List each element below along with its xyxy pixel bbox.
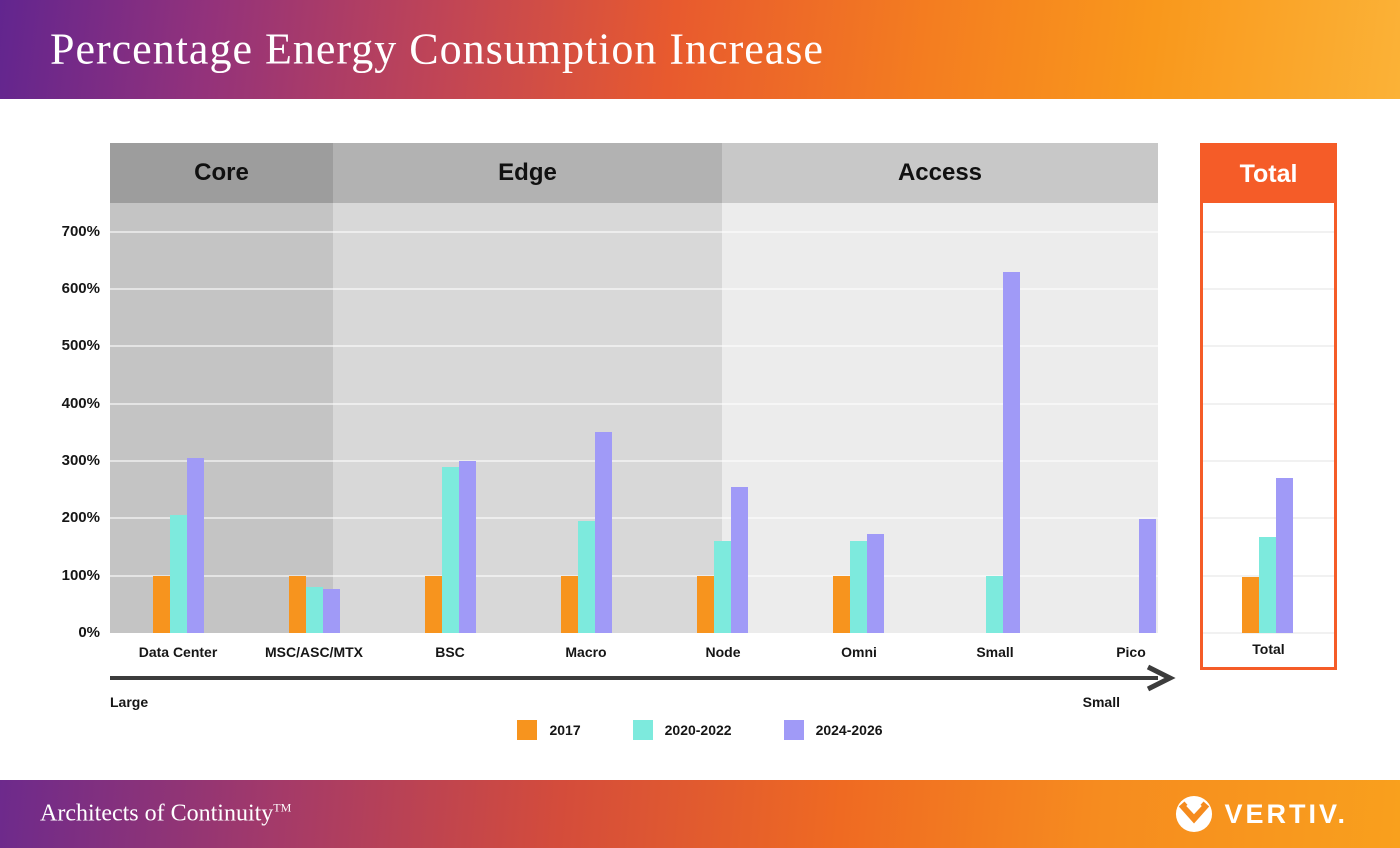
legend-item-2020-2022: 2020-2022 xyxy=(632,720,732,740)
x-label-bsc: BSC xyxy=(435,644,465,660)
gridline xyxy=(1203,517,1334,520)
vertiv-circle-v-icon xyxy=(1176,795,1213,833)
gridline xyxy=(110,345,1158,348)
x-label-node: Node xyxy=(705,644,741,660)
gridline xyxy=(1203,402,1334,405)
y-tick-label: 0% xyxy=(78,624,100,641)
tagline-text: Architects of Continuity xyxy=(40,800,274,827)
section-header-access: Access xyxy=(722,143,1158,203)
x-label-data-center: Data Center xyxy=(138,644,218,660)
x-label-small: Small xyxy=(976,644,1014,660)
gridline xyxy=(110,460,1158,462)
vertiv-logo: VERTIV. xyxy=(1175,795,1348,833)
legend-item-2017: 2017 xyxy=(517,720,581,740)
gridline xyxy=(1203,345,1334,348)
bar-2024-2026-data-center xyxy=(187,458,204,633)
gridline xyxy=(1203,460,1334,462)
total-box-header: Total xyxy=(1203,146,1334,203)
bar-2020-2022-node xyxy=(714,541,731,633)
gridline xyxy=(1203,288,1334,290)
section-backgrounds xyxy=(110,203,1158,633)
y-tick-label: 600% xyxy=(61,280,100,297)
plot-area xyxy=(110,203,1158,633)
vertiv-wordmark: VERTIV. xyxy=(1224,798,1348,829)
bar-2017-omni xyxy=(833,576,850,633)
legend: 2017 2020-2022 2024-2026 xyxy=(0,720,1400,740)
bar-2020-2022-omni xyxy=(850,541,867,633)
legend-item-2024-2026: 2024-2026 xyxy=(783,720,883,740)
bar-2024-2026-small xyxy=(1003,272,1020,633)
bottom-banner: Architects of ContinuityTM VERTIV. xyxy=(0,780,1400,848)
bar-2017-bsc xyxy=(425,576,442,633)
legend-swatch-2020-2022 xyxy=(632,720,653,740)
legend-swatch-2024-2026 xyxy=(783,720,804,740)
x-label-pico: Pico xyxy=(1116,644,1146,660)
x-label-macro: Macro xyxy=(565,644,607,660)
top-banner: Percentage Energy Consumption Increase xyxy=(0,0,1400,99)
bar-2024-2026-total xyxy=(1276,478,1293,633)
tagline: Architects of ContinuityTM xyxy=(40,801,291,828)
section-header-core: Core xyxy=(110,143,333,203)
y-tick-label: 300% xyxy=(61,452,100,469)
gridline xyxy=(1203,230,1334,233)
gridline xyxy=(110,517,1158,520)
bar-2020-2022-small xyxy=(986,576,1003,633)
legend-swatch-2017 xyxy=(517,720,538,740)
x-label-total: Total xyxy=(1252,641,1285,657)
x-label-omni: Omni xyxy=(841,644,877,660)
bar-2017-data-center xyxy=(153,576,170,633)
y-tick-label: 700% xyxy=(61,222,100,240)
page-title: Percentage Energy Consumption Increase xyxy=(50,23,824,73)
bar-2020-2022-total xyxy=(1259,537,1276,633)
bar-2024-2026-macro xyxy=(595,432,612,633)
bar-2020-2022-macro xyxy=(578,521,595,633)
gridline xyxy=(110,230,1158,233)
bar-2017-macro xyxy=(561,576,578,633)
section-header-row: Core Edge Access xyxy=(110,143,1158,203)
total-box: Total Total xyxy=(1200,143,1337,670)
bar-2024-2026-node xyxy=(731,487,748,633)
bar-2017-msc-asc-mtx xyxy=(289,576,306,633)
legend-label-2020-2022: 2020-2022 xyxy=(664,722,732,738)
gridline xyxy=(110,288,1158,290)
bar-2024-2026-bsc xyxy=(459,461,476,633)
legend-label-2024-2026: 2024-2026 xyxy=(815,722,883,738)
legend-label-2017: 2017 xyxy=(549,722,581,738)
bar-2020-2022-msc-asc-mtx xyxy=(306,587,323,633)
x-label-msc-asc-mtx: MSC/ASC/MTX xyxy=(265,644,363,660)
gridline xyxy=(110,402,1158,405)
size-label-large: Large xyxy=(110,694,149,710)
bar-2017-node xyxy=(697,576,714,633)
y-tick-label: 400% xyxy=(61,394,100,412)
gridline xyxy=(110,574,1158,577)
y-tick-label: 100% xyxy=(61,566,100,584)
section-bg-edge xyxy=(333,203,722,633)
gridline xyxy=(1203,632,1334,634)
tagline-trademark: TM xyxy=(273,800,292,815)
bar-2024-2026-pico xyxy=(1139,519,1156,633)
section-header-edge: Edge xyxy=(333,143,722,203)
section-bg-access xyxy=(722,203,1158,633)
bar-2020-2022-data-center xyxy=(170,515,187,633)
bar-2024-2026-msc-asc-mtx xyxy=(323,589,340,633)
bar-2020-2022-bsc xyxy=(442,467,459,633)
bar-2017-total xyxy=(1242,577,1259,633)
size-axis-arrow xyxy=(110,664,1176,692)
size-label-small: Small xyxy=(1082,694,1120,710)
y-tick-label: 200% xyxy=(61,509,100,527)
y-tick-label: 500% xyxy=(61,337,100,355)
bar-2024-2026-omni xyxy=(867,534,884,633)
section-bg-core xyxy=(110,203,333,633)
total-plot-area: Total xyxy=(1203,203,1334,667)
